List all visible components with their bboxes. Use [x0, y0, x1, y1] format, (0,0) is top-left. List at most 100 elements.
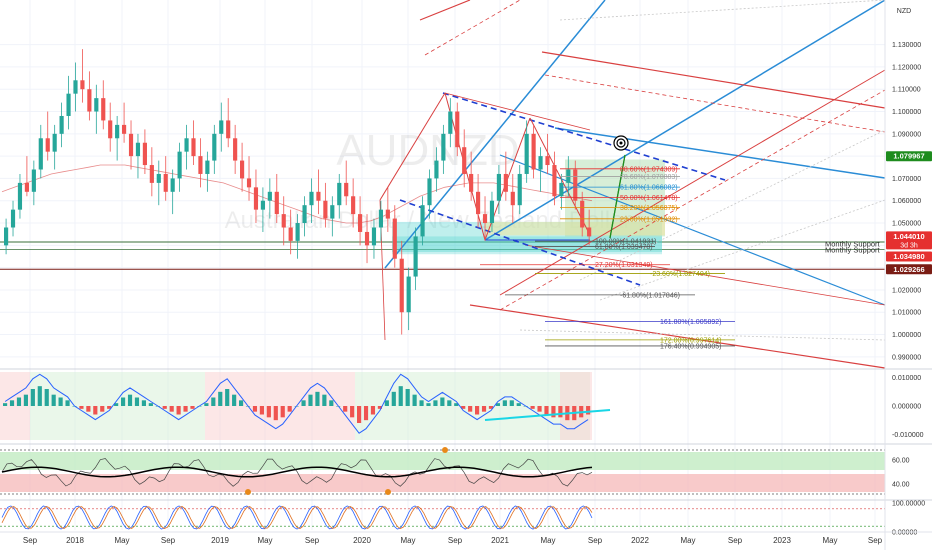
candle[interactable]	[128, 120, 134, 170]
candle[interactable]	[274, 173, 279, 224]
candle[interactable]	[399, 240, 404, 335]
candle[interactable]	[489, 191, 495, 232]
candle[interactable]	[503, 151, 508, 201]
candle[interactable]	[385, 187, 390, 232]
candle[interactable]	[233, 124, 238, 174]
candle[interactable]	[406, 267, 411, 331]
candle[interactable]	[142, 129, 147, 174]
candle[interactable]	[94, 84, 99, 134]
candle[interactable]	[538, 147, 543, 192]
candle[interactable]	[295, 214, 300, 259]
candle[interactable]	[434, 147, 439, 192]
osc2-line	[1, 458, 593, 487]
candle[interactable]	[246, 156, 252, 201]
candle[interactable]	[580, 191, 585, 237]
candle[interactable]	[288, 209, 293, 255]
candle-body	[427, 178, 432, 206]
candle[interactable]	[24, 156, 29, 197]
price-axis[interactable]: NZD 1.130000 1.120000 1.110000 1.100000 1.09…	[884, 0, 932, 550]
candle-body	[517, 173, 522, 206]
candles[interactable]	[4, 49, 592, 335]
candle[interactable]	[371, 218, 377, 259]
candle[interactable]	[260, 187, 265, 232]
candle[interactable]	[240, 142, 245, 192]
time-tick-label: 2020	[353, 536, 371, 545]
osc1-histogram-bar	[370, 406, 376, 415]
candle[interactable]	[476, 173, 481, 228]
candle[interactable]	[66, 75, 71, 130]
candle[interactable]	[184, 124, 189, 170]
candle[interactable]	[226, 98, 231, 148]
candle[interactable]	[455, 102, 460, 157]
candle[interactable]	[122, 102, 127, 143]
candle[interactable]	[17, 173, 23, 219]
candle[interactable]	[323, 182, 328, 228]
candle[interactable]	[80, 49, 85, 103]
candle[interactable]	[205, 151, 210, 192]
candle[interactable]	[364, 214, 370, 264]
candle[interactable]	[212, 124, 217, 174]
candle[interactable]	[170, 169, 175, 215]
candle[interactable]	[448, 98, 453, 148]
candle[interactable]	[413, 227, 418, 290]
candle[interactable]	[462, 129, 467, 188]
osc1-histogram-bar	[357, 406, 362, 423]
candle[interactable]	[330, 196, 335, 237]
candle[interactable]	[351, 178, 356, 228]
candle[interactable]	[163, 156, 168, 201]
candle[interactable]	[191, 120, 196, 166]
candle[interactable]	[10, 200, 16, 237]
candle[interactable]	[101, 80, 106, 130]
osc1-histogram-bar	[190, 406, 195, 409]
candle[interactable]	[587, 209, 592, 246]
candle[interactable]	[316, 169, 321, 215]
candle[interactable]	[198, 138, 203, 188]
candle[interactable]	[267, 178, 272, 219]
candle[interactable]	[281, 196, 286, 246]
candle[interactable]	[108, 102, 113, 152]
candle[interactable]	[38, 124, 43, 179]
candle[interactable]	[115, 115, 120, 161]
candle[interactable]	[135, 133, 141, 179]
candle[interactable]	[302, 196, 307, 237]
candle-body	[448, 111, 453, 134]
candle[interactable]	[87, 71, 92, 121]
candle[interactable]	[177, 142, 182, 192]
candle[interactable]	[441, 124, 446, 174]
candle[interactable]	[559, 173, 564, 210]
candle[interactable]	[219, 102, 224, 152]
candle[interactable]	[517, 165, 522, 215]
candle[interactable]	[552, 151, 557, 206]
candle[interactable]	[253, 169, 259, 224]
candle[interactable]	[309, 178, 314, 224]
osc1-histogram-bar	[322, 394, 327, 406]
zone-layer	[0, 159, 885, 270]
candle[interactable]	[510, 173, 515, 224]
candle[interactable]	[531, 124, 536, 179]
candle[interactable]	[156, 160, 161, 206]
candle[interactable]	[45, 111, 50, 161]
candle[interactable]	[420, 196, 425, 246]
candle[interactable]	[73, 62, 78, 112]
candle[interactable]	[337, 173, 342, 219]
candle[interactable]	[496, 165, 501, 215]
time-axis[interactable]: Sep 2018 May Sep 2019 May Sep 2020 May Sep 2021 May…	[0, 531, 932, 545]
candle[interactable]	[4, 218, 9, 255]
candle[interactable]	[392, 205, 397, 268]
candle[interactable]	[378, 200, 383, 241]
candle[interactable]	[52, 124, 57, 170]
candle[interactable]	[469, 151, 474, 201]
candle[interactable]	[31, 160, 36, 206]
candle[interactable]	[358, 196, 363, 246]
candle[interactable]	[149, 147, 154, 197]
candle-body	[226, 120, 231, 139]
candle[interactable]	[482, 196, 488, 241]
osc1-histogram-bar	[280, 406, 285, 418]
candle[interactable]	[59, 102, 64, 148]
candle[interactable]	[427, 169, 432, 219]
candle[interactable]	[545, 133, 550, 174]
candle[interactable]	[524, 120, 529, 183]
candle[interactable]	[344, 160, 349, 206]
